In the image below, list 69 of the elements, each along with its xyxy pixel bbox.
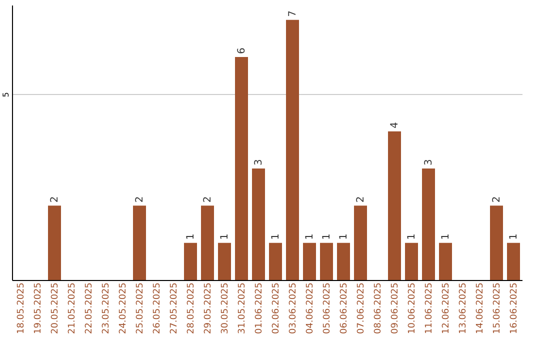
x-tick-label: 25.05.2025 <box>136 282 146 334</box>
x-tick-label: 28.05.2025 <box>186 282 196 334</box>
x-tick-label: 26.05.2025 <box>152 282 162 334</box>
x-tick-label: 31.05.2025 <box>238 282 248 334</box>
x-tick-label: 29.05.2025 <box>204 282 214 334</box>
x-tick-label: 03.06.2025 <box>288 282 298 334</box>
bar <box>354 206 367 280</box>
x-tick-label: 16.06.2025 <box>510 282 520 334</box>
data-label: 4 <box>390 122 400 128</box>
bar <box>507 242 520 280</box>
bar <box>405 242 418 280</box>
data-label: 1 <box>220 233 230 240</box>
bar <box>218 242 231 280</box>
data-label: 1 <box>304 233 316 240</box>
bar <box>269 242 282 280</box>
data-label: 1 <box>322 233 332 240</box>
x-tick-label: 24.05.2025 <box>118 282 128 334</box>
data-label: 1 <box>406 233 418 240</box>
x-tick-label: 05.06.2025 <box>322 282 332 334</box>
x-tick-label: 27.05.2025 <box>170 282 180 334</box>
y-tick-label: 5 <box>2 92 10 98</box>
data-label: 1 <box>270 233 282 240</box>
bar <box>286 20 299 280</box>
data-label: 3 <box>254 159 264 166</box>
x-tick-label: 23.05.2025 <box>102 282 112 334</box>
data-label: 6 <box>236 48 248 54</box>
bar <box>201 206 214 280</box>
data-label: 1 <box>338 233 350 240</box>
x-tick-label: 20.05.2025 <box>50 282 60 334</box>
x-tick-label: 22.05.2025 <box>84 282 94 334</box>
x-tick-label: 30.05.2025 <box>220 282 230 334</box>
x-tick-label: 14.06.2025 <box>476 282 486 334</box>
data-label: 2 <box>356 196 366 203</box>
data-label: 1 <box>186 233 196 240</box>
x-tick-label: 21.05.2025 <box>68 282 78 334</box>
bar <box>235 57 248 280</box>
bar <box>252 168 265 280</box>
bar <box>337 242 350 280</box>
x-tick-label: 13.06.2025 <box>458 282 468 334</box>
x-tick-label: 08.06.2025 <box>374 282 384 334</box>
data-label: 2 <box>202 196 214 203</box>
x-tick-label: 11.06.2025 <box>424 282 434 334</box>
data-label: 2 <box>134 196 146 203</box>
bar <box>133 206 146 280</box>
bar <box>303 242 316 280</box>
x-tick-label: 02.06.2025 <box>272 282 282 334</box>
x-tick-label: 12.06.2025 <box>442 282 452 334</box>
bar <box>320 242 333 280</box>
bar <box>439 242 452 280</box>
bar <box>184 242 197 280</box>
bar <box>490 206 503 280</box>
x-tick-label: 06.06.2025 <box>340 282 350 334</box>
bar <box>422 168 435 280</box>
data-label: 3 <box>424 159 434 166</box>
x-tick-label: 07.06.2025 <box>356 282 366 334</box>
x-tick-label: 09.06.2025 <box>390 282 400 334</box>
data-label: 2 <box>50 196 60 203</box>
x-tick-label: 19.05.2025 <box>34 282 44 334</box>
bar <box>48 206 61 280</box>
bar <box>388 131 401 280</box>
data-label: 7 <box>288 10 298 17</box>
x-tick-label: 01.06.2025 <box>254 282 264 334</box>
x-tick-label: 04.06.2025 <box>306 282 316 334</box>
data-label: 2 <box>492 196 502 203</box>
data-label: 1 <box>508 233 520 240</box>
x-tick-label: 15.06.2025 <box>492 282 502 334</box>
x-tick-label: 18.05.2025 <box>16 282 26 334</box>
data-label: 1 <box>440 233 452 240</box>
x-tick-label: 10.06.2025 <box>408 282 418 334</box>
